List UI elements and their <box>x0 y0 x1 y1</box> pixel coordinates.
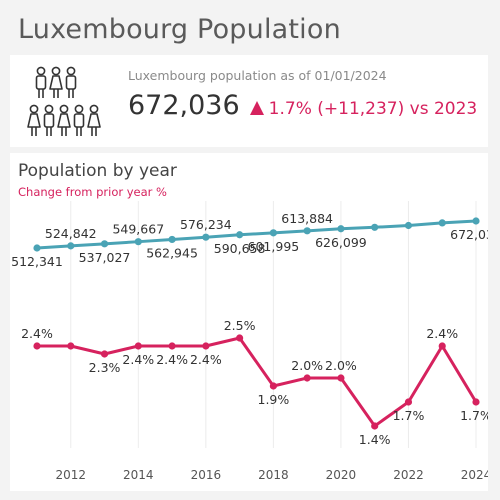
change-line <box>37 336 478 428</box>
chart-title: Population by year <box>18 161 177 181</box>
page-title: Luxembourg Population <box>18 14 341 45</box>
change-point-2013[interactable] <box>100 350 109 358</box>
x-tick-label: 2024 <box>461 468 488 482</box>
population-data-label: 576,234 <box>180 217 232 232</box>
change-data-label: 1.7% <box>393 408 425 423</box>
population-data-label: 590,658 <box>214 241 266 256</box>
x-tick-label: 2022 <box>393 468 424 482</box>
population-point-2012[interactable] <box>67 242 75 250</box>
x-tick-label: 2012 <box>55 468 86 482</box>
person-figure <box>43 104 55 136</box>
kpi-row: 672,036 1.7% (+11,237) vs 2023 <box>128 90 477 121</box>
population-point-2017[interactable] <box>236 231 244 239</box>
change-data-label: 2.4% <box>426 326 458 341</box>
change-data-label: 2.4% <box>21 326 53 341</box>
change-data-label: 1.9% <box>258 392 290 407</box>
population-point-2011[interactable] <box>33 244 41 252</box>
person-figure <box>49 66 63 98</box>
people-group-icon <box>27 66 101 136</box>
change-point-2017[interactable] <box>236 334 244 342</box>
chart-card: 2012 2014 2016 2018 2020 2022 2024 512,341 524,8… <box>10 153 488 491</box>
kpi-card: Luxembourg population as of 01/01/2024 6… <box>10 55 488 147</box>
change-data-label: 2.0% <box>291 358 323 373</box>
change-point-2022[interactable] <box>404 398 413 406</box>
population-data-label: 601,995 <box>248 239 300 254</box>
x-tick-label: 2020 <box>326 468 357 482</box>
change-point-2018[interactable] <box>269 382 277 390</box>
change-data-label: 2.4% <box>156 352 188 367</box>
change-data-label: 2.3% <box>89 360 121 375</box>
population-point-2015[interactable] <box>168 235 176 244</box>
change-point-2016[interactable] <box>202 342 210 350</box>
population-data-label: 512,341 <box>11 254 63 269</box>
x-tick-label: 2014 <box>123 468 154 482</box>
population-data-label: 524,842 <box>45 226 97 241</box>
kpi-value: 672,036 <box>128 90 240 121</box>
population-data-label: 626,099 <box>315 235 367 250</box>
population-point-2022[interactable] <box>404 221 413 230</box>
change-data-label: 2.0% <box>325 358 357 373</box>
change-point-2011[interactable] <box>33 342 41 350</box>
change-point-2021[interactable] <box>371 422 379 430</box>
population-point-2024[interactable] <box>472 217 480 225</box>
population-data-label: 562,945 <box>146 245 198 260</box>
population-point-2018[interactable] <box>269 229 277 237</box>
population-data-label: 613,884 <box>281 211 333 226</box>
change-point-2015[interactable] <box>168 342 176 350</box>
person-figure <box>73 104 85 136</box>
population-point-2013[interactable] <box>100 240 109 248</box>
change-data-label: 2.4% <box>190 352 222 367</box>
kpi-change-text: 1.7% (+11,237) vs 2023 <box>268 99 478 119</box>
change-data-label: 1.7% <box>460 408 488 423</box>
population-line <box>36 219 477 250</box>
x-tick-label: 2016 <box>191 468 222 482</box>
change-point-2012[interactable] <box>67 342 75 350</box>
population-point-2016[interactable] <box>202 233 210 241</box>
change-point-2014[interactable] <box>134 342 142 350</box>
population-data-label: 537,027 <box>79 250 131 265</box>
person-figure <box>87 104 101 136</box>
population-point-2023[interactable] <box>438 219 446 227</box>
x-tick-label: 2018 <box>258 468 289 482</box>
change-data-label: 1.4% <box>359 432 391 447</box>
person-figure <box>65 66 77 98</box>
population-point-2021[interactable] <box>371 223 379 231</box>
change-point-2020[interactable] <box>337 374 345 382</box>
kpi-change: 1.7% (+11,237) vs 2023 <box>249 99 478 119</box>
change-data-label: 2.5% <box>224 318 256 333</box>
population-data-label: 549,667 <box>112 222 164 237</box>
population-data-label: 672,036 <box>450 227 488 242</box>
change-point-2023[interactable] <box>438 342 446 350</box>
kpi-caption: Luxembourg population as of 01/01/2024 <box>128 68 387 83</box>
change-point-2024[interactable] <box>472 398 480 406</box>
change-data-label: 2.4% <box>122 352 154 367</box>
person-figure <box>57 104 71 136</box>
up-triangle-icon <box>249 101 264 115</box>
population-point-2014[interactable] <box>134 238 142 246</box>
population-point-2020[interactable] <box>337 225 345 233</box>
population-chart: 2012 2014 2016 2018 2020 2022 2024 512,341 524,8… <box>11 201 488 482</box>
person-figure <box>35 66 47 98</box>
chart-subtitle: Change from prior year % <box>18 185 167 199</box>
population-point-2019[interactable] <box>303 227 311 235</box>
person-figure <box>27 104 41 136</box>
change-point-2019[interactable] <box>303 374 311 382</box>
